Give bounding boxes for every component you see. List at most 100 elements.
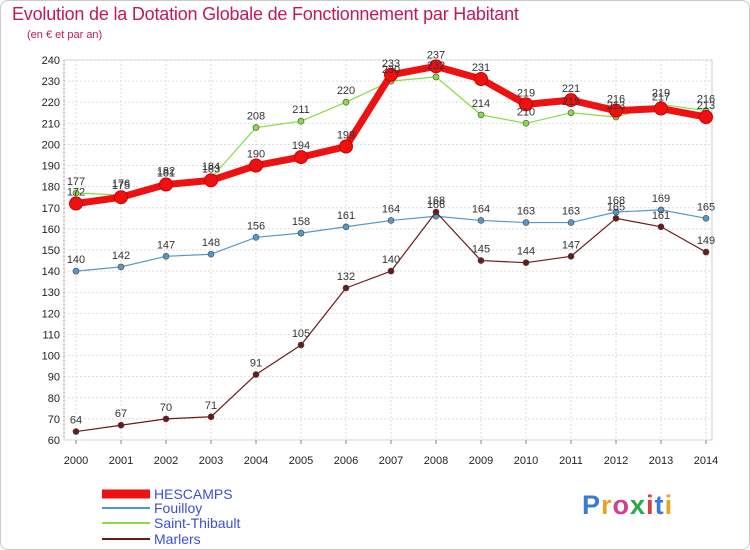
data-point bbox=[567, 219, 575, 226]
data-point bbox=[342, 223, 350, 231]
data-point bbox=[207, 250, 215, 258]
y-tick-label: 90 bbox=[48, 372, 60, 384]
data-point bbox=[609, 103, 623, 118]
data-label: 175 bbox=[112, 180, 130, 192]
logo-letter: x bbox=[630, 490, 647, 520]
data-label: 169 bbox=[652, 193, 670, 205]
chart-title: Evolution de la Dotation Globale de Fonc… bbox=[12, 4, 519, 24]
data-point bbox=[117, 421, 125, 429]
data-point bbox=[612, 208, 620, 216]
x-tick-label: 2009 bbox=[469, 455, 493, 467]
data-label: 91 bbox=[250, 358, 262, 370]
data-label: 215 bbox=[562, 96, 580, 108]
x-tick-label: 2004 bbox=[244, 455, 268, 467]
data-label: 233 bbox=[382, 58, 400, 70]
y-tick-label: 110 bbox=[42, 329, 60, 341]
data-point bbox=[69, 196, 83, 211]
logo-letter: i bbox=[664, 490, 674, 520]
y-tick-label: 180 bbox=[42, 182, 60, 194]
data-label: 211 bbox=[292, 104, 310, 116]
data-point bbox=[384, 67, 398, 82]
data-label: 176 bbox=[112, 178, 130, 190]
data-label: 156 bbox=[247, 220, 265, 232]
data-label: 163 bbox=[562, 206, 580, 218]
data-label: 172 bbox=[67, 187, 85, 199]
data-point bbox=[612, 215, 620, 222]
data-label: 168 bbox=[427, 195, 445, 207]
data-label: 145 bbox=[472, 244, 490, 256]
x-tick-label: 2014 bbox=[694, 455, 718, 467]
data-label: 184 bbox=[202, 161, 220, 173]
data-label: 166 bbox=[427, 199, 445, 211]
data-label: 230 bbox=[382, 64, 400, 76]
data-label: 165 bbox=[697, 201, 715, 213]
data-label: 149 bbox=[697, 235, 715, 247]
data-point bbox=[342, 284, 350, 292]
proxiti-logo: Proxiti bbox=[582, 490, 673, 521]
data-point bbox=[567, 109, 575, 117]
data-point bbox=[162, 415, 170, 423]
data-point bbox=[72, 428, 80, 435]
data-label: 105 bbox=[292, 328, 310, 340]
data-point bbox=[477, 257, 485, 264]
data-label: 168 bbox=[607, 195, 625, 207]
data-point bbox=[477, 217, 485, 224]
data-point bbox=[522, 259, 530, 266]
legend-label: Fouilloy bbox=[154, 500, 202, 516]
data-label: 213 bbox=[697, 100, 715, 112]
data-point bbox=[564, 93, 578, 108]
data-label: 144 bbox=[517, 246, 535, 258]
data-point bbox=[204, 173, 218, 188]
y-tick-label: 160 bbox=[42, 224, 60, 236]
data-point bbox=[72, 189, 80, 197]
y-tick-label: 100 bbox=[42, 351, 60, 363]
series-hescamps bbox=[69, 59, 713, 211]
logo-letter: P bbox=[582, 490, 602, 520]
y-tick-label: 210 bbox=[42, 118, 60, 130]
data-label: 221 bbox=[562, 83, 580, 95]
data-label: 199 bbox=[337, 130, 355, 142]
logo-letter: r bbox=[601, 490, 613, 520]
data-label: 140 bbox=[382, 254, 400, 266]
y-tick-label: 170 bbox=[42, 203, 60, 215]
data-label: 194 bbox=[292, 140, 310, 152]
y-tick-label: 60 bbox=[48, 435, 60, 447]
data-label: 181 bbox=[157, 168, 175, 180]
data-label: 237 bbox=[427, 49, 445, 61]
x-tick-label: 2007 bbox=[379, 455, 403, 467]
data-label: 216 bbox=[697, 94, 715, 106]
x-tick-label: 2006 bbox=[334, 455, 358, 467]
x-tick-label: 2013 bbox=[649, 455, 673, 467]
data-point bbox=[342, 98, 350, 106]
y-tick-label: 230 bbox=[42, 76, 60, 88]
data-point bbox=[114, 190, 128, 205]
data-point bbox=[387, 267, 395, 275]
data-label: 208 bbox=[247, 111, 265, 123]
data-point bbox=[297, 117, 305, 125]
data-point bbox=[249, 158, 263, 173]
data-point bbox=[654, 101, 668, 116]
data-label: 142 bbox=[112, 250, 130, 262]
logo-letter: i bbox=[646, 490, 655, 520]
data-point bbox=[519, 97, 533, 112]
data-label: 164 bbox=[472, 203, 490, 215]
y-tick-label: 190 bbox=[42, 161, 60, 173]
data-point bbox=[522, 219, 530, 226]
data-point bbox=[207, 413, 215, 421]
legend-label: Saint-Thibault bbox=[154, 515, 240, 531]
data-point bbox=[477, 111, 485, 119]
logo-letter: o bbox=[612, 490, 631, 520]
y-tick-label: 70 bbox=[48, 414, 60, 426]
data-label: 219 bbox=[517, 87, 535, 99]
data-label: 231 bbox=[472, 62, 490, 74]
data-label: 147 bbox=[562, 239, 580, 251]
data-label: 220 bbox=[337, 85, 355, 97]
data-point bbox=[702, 248, 710, 256]
y-tick-label: 220 bbox=[42, 97, 60, 109]
data-label: 177 bbox=[67, 176, 85, 188]
data-point bbox=[117, 263, 125, 271]
data-point bbox=[699, 110, 713, 124]
data-label: 147 bbox=[157, 239, 175, 251]
y-tick-label: 120 bbox=[42, 308, 60, 320]
data-label: 67 bbox=[115, 408, 127, 420]
